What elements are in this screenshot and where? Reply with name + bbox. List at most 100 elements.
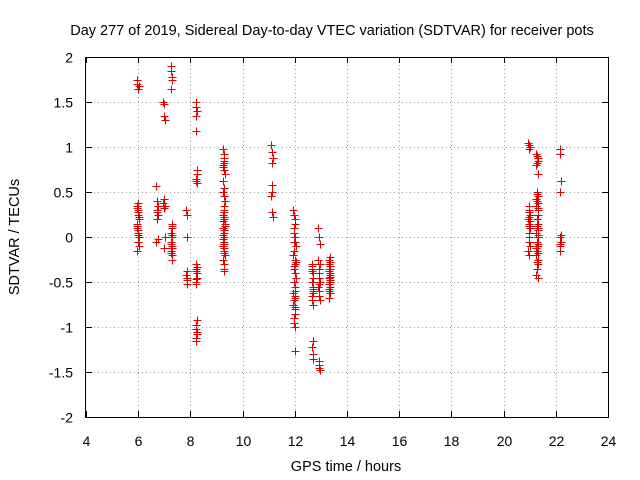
data-point [534, 231, 543, 240]
data-point [161, 202, 170, 211]
x-tick-label: 18 [444, 433, 460, 449]
data-point [292, 274, 301, 283]
data-point [220, 249, 229, 258]
data-point [269, 154, 278, 163]
data-point [533, 215, 542, 224]
data-point [219, 242, 228, 251]
y-tick-label: 0.5 [54, 185, 74, 201]
data-point [193, 179, 202, 188]
data-point [153, 197, 162, 206]
data-point [290, 262, 299, 271]
data-point [292, 242, 301, 251]
data-point [291, 294, 300, 303]
data-point [290, 247, 299, 256]
data-point [308, 296, 317, 305]
data-point [325, 265, 334, 274]
data-point [219, 231, 228, 240]
x-tick-label: 6 [135, 433, 143, 449]
data-point [556, 150, 565, 159]
data-point [534, 240, 543, 249]
data-point [291, 323, 300, 332]
data-point [219, 224, 228, 233]
data-point [219, 217, 228, 226]
data-point [326, 253, 335, 262]
data-point [292, 258, 301, 267]
y-axis-ticks: -2 -1.5 -1 -0.5 0 0.5 1 1.5 2 [49, 50, 608, 426]
plot-frame [85, 57, 609, 418]
data-point [133, 247, 142, 256]
x-tick-label: 12 [288, 433, 304, 449]
data-point [160, 112, 169, 121]
data-point [557, 177, 566, 186]
data-point [159, 98, 168, 107]
data-point [219, 145, 228, 154]
x-axis-label: GPS time / hours [291, 459, 401, 475]
data-point [267, 141, 276, 150]
data-point [193, 107, 202, 116]
data-point [219, 188, 228, 197]
data-point [134, 208, 143, 217]
x-tick-label: 8 [187, 433, 195, 449]
data-point [557, 231, 566, 240]
data-point [167, 85, 176, 94]
data-point [308, 278, 317, 287]
x-tick-label: 24 [601, 433, 617, 449]
data-point [524, 247, 533, 256]
data-point [289, 289, 298, 298]
data-point [526, 224, 535, 233]
data-point [556, 233, 565, 242]
y-tick-label: 2 [65, 50, 73, 66]
data-point [160, 100, 169, 109]
data-point [291, 303, 300, 312]
data-point [290, 211, 299, 220]
data-point [220, 267, 229, 276]
x-tick-label: 20 [497, 433, 513, 449]
data-point [269, 213, 278, 222]
data-point [291, 310, 300, 319]
data-point [290, 319, 299, 328]
data-point [167, 240, 176, 249]
grid-lines [86, 57, 608, 417]
y-tick-label: 0 [65, 230, 73, 246]
data-point [290, 296, 299, 305]
data-point [192, 267, 201, 276]
data-point [316, 296, 325, 305]
data-point [533, 190, 542, 199]
data-point [289, 251, 298, 260]
data-point [221, 170, 230, 179]
data-point [325, 285, 334, 294]
data-point [533, 159, 542, 168]
data-point [167, 249, 176, 258]
data-point [289, 206, 298, 215]
data-point [315, 233, 324, 242]
data-point [134, 238, 143, 247]
x-axis-ticks: 4 6 8 10 12 14 16 18 20 22 24 [83, 57, 617, 449]
data-point [289, 301, 298, 310]
data-point [161, 116, 170, 125]
data-point [533, 152, 542, 161]
data-point [526, 143, 535, 152]
data-point [290, 229, 299, 238]
data-point [135, 213, 144, 222]
data-point [220, 213, 229, 222]
data-point [524, 215, 533, 224]
data-point [268, 181, 277, 190]
data-points [133, 62, 566, 375]
data-point [533, 222, 542, 231]
data-point [525, 238, 534, 247]
data-point [291, 347, 300, 356]
data-point [192, 112, 201, 121]
data-point [309, 337, 318, 346]
data-point [316, 366, 325, 375]
data-point [308, 343, 317, 352]
data-point [532, 195, 541, 204]
data-point [526, 242, 535, 251]
data-point [135, 82, 144, 91]
data-point [267, 192, 276, 201]
data-point [290, 238, 299, 247]
data-point [220, 192, 229, 201]
data-point [526, 217, 535, 226]
data-point [534, 260, 543, 269]
data-point [314, 256, 323, 265]
data-point [168, 244, 177, 253]
